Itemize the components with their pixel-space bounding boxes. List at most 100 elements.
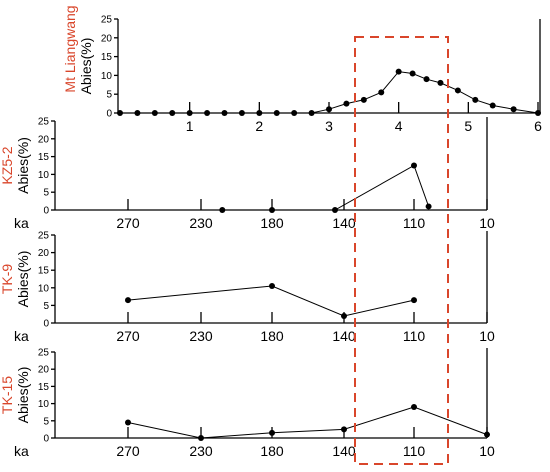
x-unit-label: ka bbox=[14, 215, 29, 231]
data-point bbox=[125, 297, 131, 304]
series-line bbox=[127, 406, 488, 439]
data-point bbox=[535, 110, 541, 116]
x-tick-label: 270 bbox=[116, 215, 140, 231]
data-point bbox=[169, 110, 176, 116]
highlight-box bbox=[354, 36, 449, 465]
y-axis-title: Abies(%) bbox=[15, 251, 31, 308]
data-point bbox=[409, 70, 416, 77]
data-point bbox=[151, 110, 158, 116]
x-tick-label: 1 bbox=[186, 118, 194, 134]
x-tick-label: 140 bbox=[332, 215, 356, 231]
data-point bbox=[360, 96, 367, 103]
data-point bbox=[395, 68, 402, 75]
x-tick-label: 6 bbox=[534, 118, 542, 134]
data-point bbox=[411, 297, 417, 304]
data-point bbox=[411, 162, 417, 169]
y-tick-label: 15 bbox=[101, 52, 113, 63]
data-point bbox=[273, 110, 280, 116]
y-tick-label: 0 bbox=[43, 319, 49, 330]
data-point bbox=[472, 96, 479, 103]
data-point bbox=[489, 102, 496, 109]
x-tick-label: 140 bbox=[332, 443, 356, 459]
y-tick-label: 0 bbox=[43, 434, 49, 445]
y-tick-label: 5 bbox=[106, 90, 112, 101]
x-tick-label: 2 bbox=[255, 118, 263, 134]
data-point bbox=[238, 110, 245, 116]
x-tick-label: 140 bbox=[332, 328, 356, 344]
series-line bbox=[127, 285, 415, 317]
data-point bbox=[269, 207, 275, 213]
panel-1: 0 5 10 15 20 25 1 2 3 4 5 6 Abies(%)Mt Liangwang bbox=[62, 5, 542, 134]
data-point bbox=[341, 426, 347, 433]
y-tick-label: 20 bbox=[101, 33, 113, 44]
x-tick-label: 270 bbox=[116, 443, 140, 459]
data-point bbox=[186, 110, 193, 116]
data-point bbox=[198, 435, 204, 441]
y-axis-title: Abies(%) bbox=[15, 137, 31, 194]
x-tick-label: 180 bbox=[260, 328, 284, 344]
data-point bbox=[326, 106, 332, 113]
x-tick-label: 5 bbox=[464, 118, 472, 134]
x-tick-label: 110 bbox=[403, 215, 426, 231]
data-point bbox=[378, 89, 385, 96]
panel-4: 0 5 10 15 20 25 270 230 180 140 110 10 ka Abies(%)TK-… bbox=[0, 348, 495, 460]
x-tick-label: 10 bbox=[479, 443, 495, 459]
data-point bbox=[510, 106, 517, 113]
data-point bbox=[341, 312, 347, 319]
y-tick-label: 20 bbox=[38, 365, 50, 376]
data-point bbox=[134, 110, 141, 116]
data-point bbox=[425, 203, 432, 210]
site-label: TK-9 bbox=[0, 264, 15, 295]
x-tick-label: 180 bbox=[260, 443, 284, 459]
site-label: KZ5-2 bbox=[0, 146, 15, 184]
y-tick-label: 20 bbox=[38, 134, 50, 145]
y-tick-label: 25 bbox=[101, 15, 113, 26]
x-tick-label: 10 bbox=[479, 215, 495, 231]
x-unit-label: ka bbox=[14, 443, 29, 459]
data-point bbox=[269, 429, 275, 436]
data-point bbox=[269, 283, 275, 290]
y-tick-label: 10 bbox=[101, 71, 113, 82]
y-tick-label: 0 bbox=[43, 206, 49, 217]
data-point bbox=[256, 110, 263, 116]
y-tick-label: 15 bbox=[38, 152, 50, 163]
data-point bbox=[332, 207, 338, 213]
x-tick-label: 110 bbox=[403, 443, 426, 459]
data-point bbox=[437, 79, 444, 86]
y-axis-title: Abies(%) bbox=[15, 367, 31, 424]
site-label: TK-15 bbox=[0, 376, 15, 414]
y-tick-label: 15 bbox=[38, 266, 50, 277]
x-tick-label: 10 bbox=[479, 328, 495, 344]
panel-3: 0 5 10 15 20 25 270 230 180 140 110 10 ka Abies(%)TK-… bbox=[0, 231, 495, 345]
y-tick-label: 15 bbox=[38, 382, 50, 393]
x-tick-label: 270 bbox=[116, 328, 140, 344]
data-point bbox=[219, 207, 226, 213]
x-tick-label: 3 bbox=[325, 118, 333, 134]
y-tick-label: 5 bbox=[43, 188, 49, 199]
y-tick-label: 10 bbox=[38, 283, 50, 294]
y-tick-label: 20 bbox=[38, 248, 50, 259]
x-tick-label: 110 bbox=[403, 328, 426, 344]
data-point bbox=[291, 110, 298, 116]
data-point bbox=[117, 110, 123, 116]
data-point bbox=[308, 110, 315, 116]
data-point bbox=[204, 110, 211, 116]
series-line bbox=[222, 164, 430, 211]
x-tick-label: 230 bbox=[189, 443, 213, 459]
data-point bbox=[454, 87, 461, 94]
x-tick-label: 4 bbox=[395, 118, 403, 134]
y-tick-label: 25 bbox=[38, 117, 50, 128]
y-axis-title: Abies(%) bbox=[78, 38, 94, 95]
y-tick-label: 10 bbox=[38, 170, 50, 181]
data-point bbox=[411, 404, 417, 411]
x-tick-label: 230 bbox=[189, 328, 213, 344]
x-tick-label: 180 bbox=[260, 215, 284, 231]
data-point bbox=[343, 100, 350, 107]
y-tick-label: 25 bbox=[38, 348, 50, 359]
y-tick-label: 25 bbox=[38, 231, 50, 242]
y-tick-label: 0 bbox=[106, 109, 112, 120]
data-point bbox=[221, 110, 228, 116]
data-point bbox=[484, 431, 490, 438]
